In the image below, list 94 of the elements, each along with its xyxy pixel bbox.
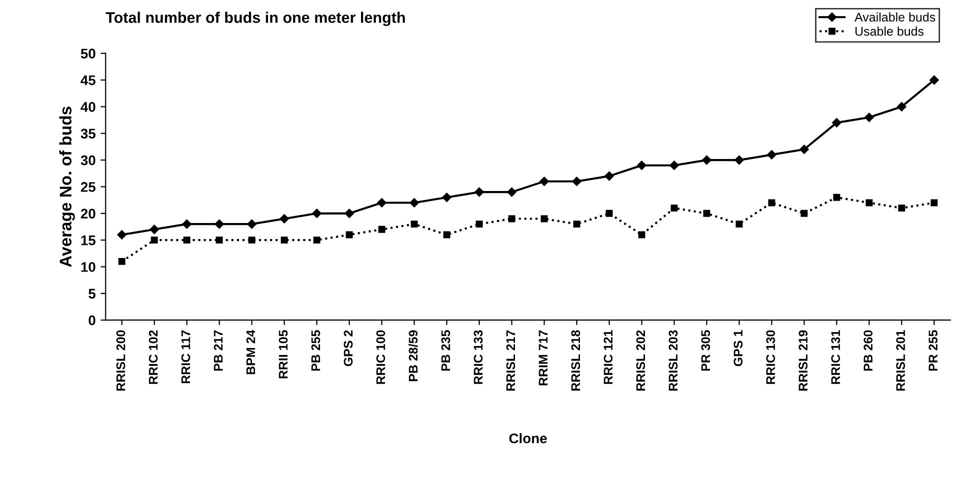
y-tick-label: 15 [81,236,96,246]
y-tick-label: 30 [80,155,96,166]
y-tick-label: 20 [80,208,96,219]
y-tick-label: 0 [88,315,96,326]
point [540,176,549,186]
point [604,171,614,181]
point [214,219,224,229]
point [736,220,743,228]
point [474,187,484,197]
point [930,199,938,206]
point [670,204,678,212]
y-tick-label: 35 [80,128,96,139]
point [898,204,906,212]
point [377,198,386,208]
legend-label: Available buds [854,12,936,22]
point [476,220,483,228]
x-tick-label: PB 255 [311,330,320,371]
x-tick-label: RRISL 201 [896,330,906,391]
x-tick-label: PB 28/59 [408,330,418,382]
point [638,231,646,238]
point [117,230,126,240]
point [800,144,809,154]
x-tick-label: RRIC 131 [831,330,840,384]
x-tick-label: BPM 24 [246,330,256,374]
point [280,236,288,244]
x-tick-label: RRII 105 [278,330,288,378]
point [150,236,158,244]
point [216,236,223,244]
point [313,236,320,244]
x-tick-label: RRISL 202 [636,330,646,391]
point [507,187,516,197]
point [606,210,613,217]
point [768,199,776,206]
point [442,192,452,202]
x-tick-label: RRIC 133 [474,330,483,384]
point [280,214,289,224]
point [573,220,580,228]
y-tick-label: 45 [80,76,96,86]
point [346,231,353,238]
x-tick-label: RRIC 130 [766,330,776,384]
point [443,231,450,238]
point [540,215,548,222]
point [312,208,322,218]
y-axis-title: Average No. of buds [59,106,75,268]
x-tick-label: PR 305 [701,330,710,371]
y-tick-label: 40 [80,102,96,112]
point [344,208,354,218]
x-tick-label: GPS 2 [344,330,353,366]
point [897,102,906,112]
point [637,160,646,170]
y-tick-label: 5 [88,288,96,299]
point [832,118,842,128]
point [864,112,874,122]
point [670,160,679,170]
point [182,219,192,229]
x-tick-label: RRIC 117 [181,330,190,384]
point [410,198,419,208]
point [410,220,418,228]
chart-title: Total number of buds in one meter length [106,12,405,26]
legend-label: Usable buds [855,26,924,36]
point [508,215,516,222]
x-tick-label: PB 260 [864,330,873,371]
point [247,219,256,229]
point [118,258,126,265]
x-tick-label: RRISL 217 [506,330,516,391]
point [703,210,710,217]
point [734,155,744,165]
point [833,194,840,201]
point [378,226,386,233]
point [866,199,873,206]
y-tick-label: 10 [81,262,96,272]
point [767,150,776,160]
point [183,236,190,244]
point [930,75,939,85]
x-tick-label: RRISL 219 [798,330,808,391]
x-tick-label: PR 255 [928,330,938,371]
point [702,155,712,165]
point [800,210,808,217]
x-tick-label: PB 235 [441,330,450,371]
x-tick-label: GPS 1 [734,330,743,366]
x-tick-label: RRIC 121 [604,330,613,384]
y-tick-label: 50 [80,48,96,59]
point [572,176,582,186]
y-tick-label: 25 [80,182,96,192]
x-tick-label: RRIC 100 [376,330,386,384]
x-tick-label: RRIM 717 [538,330,548,386]
x-tick-label: RRISL 203 [668,330,678,391]
point [248,236,256,244]
x-tick-label: RRISL 200 [116,330,126,391]
point [150,224,159,234]
x-tick-label: RRISL 218 [571,330,580,391]
x-axis-title: Clone [509,433,547,444]
x-tick-label: PB 217 [214,330,223,371]
x-tick-label: RRIC 102 [148,330,158,384]
